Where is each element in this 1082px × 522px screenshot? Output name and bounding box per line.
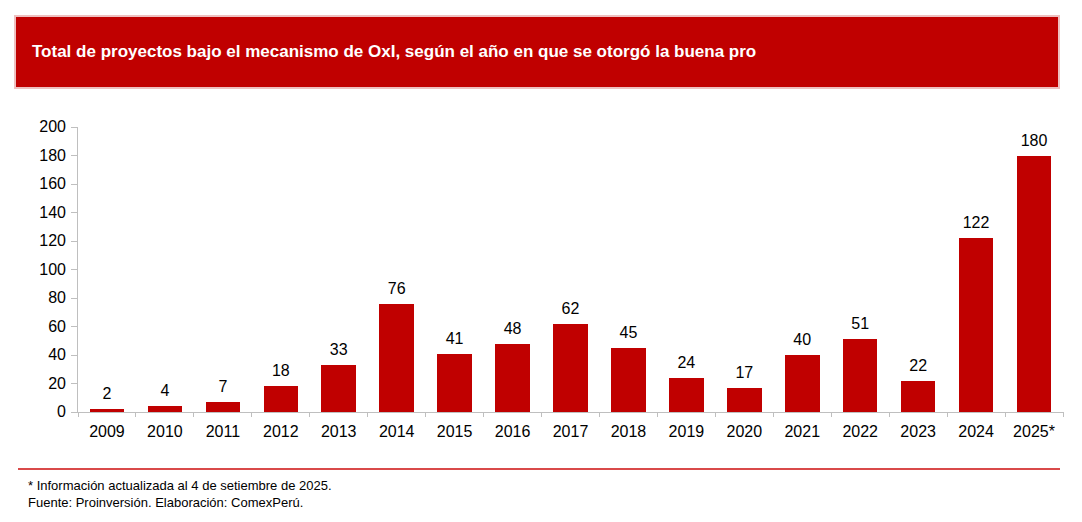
chart-title: Total de proyectos bajo el mecanismo de …: [16, 42, 756, 62]
bar-value-label: 41: [426, 330, 484, 348]
bar: [959, 238, 994, 412]
x-axis-category-label: 2013: [310, 423, 368, 441]
x-axis-tick: [1005, 412, 1006, 417]
x-axis-category-label: 2024: [947, 423, 1005, 441]
x-axis-tick: [889, 412, 890, 417]
footer-divider: [18, 468, 1060, 470]
bar-value-label: 76: [368, 280, 426, 298]
bar: [206, 402, 241, 412]
x-axis-tick: [947, 412, 948, 417]
bar-value-label: 122: [947, 214, 1005, 232]
x-axis-category-label: 2010: [136, 423, 194, 441]
y-axis-tick: [71, 298, 77, 299]
footnote-updated: * Información actualizada al 4 de setiem…: [28, 477, 332, 494]
x-axis-tick: [599, 412, 600, 417]
bar-value-label: 180: [1005, 132, 1063, 150]
bar-value-label: 33: [310, 341, 368, 359]
x-axis-tick: [78, 412, 79, 417]
x-axis-category-label: 2020: [715, 423, 773, 441]
y-axis-label: 120: [39, 232, 66, 250]
bar-value-label: 62: [542, 300, 600, 318]
x-axis-category-label: 2009: [78, 423, 136, 441]
y-axis-tick: [71, 269, 77, 270]
bar-value-label: 40: [773, 331, 831, 349]
bar: [90, 409, 125, 412]
bar-value-label: 22: [889, 357, 947, 375]
x-axis-tick: [657, 412, 658, 417]
source-line: Fuente: Proinversión. Elaboración: Comex…: [28, 494, 332, 511]
y-axis-tick: [71, 212, 77, 213]
x-axis-category-label: 2021: [773, 423, 831, 441]
bar-value-label: 17: [715, 364, 773, 382]
bar: [148, 406, 183, 412]
x-axis-tick: [773, 412, 774, 417]
x-axis-tick: [309, 412, 310, 417]
y-axis-tick: [71, 383, 77, 384]
x-axis-category-label: 2019: [657, 423, 715, 441]
bar: [901, 381, 936, 412]
x-axis-tick: [135, 412, 136, 417]
bar: [437, 354, 472, 412]
bar: [495, 344, 530, 412]
x-axis-tick: [1063, 412, 1064, 417]
y-axis-tick: [71, 412, 77, 413]
chart-title-banner: Total de proyectos bajo el mecanismo de …: [14, 15, 1060, 89]
bar-value-label: 18: [252, 362, 310, 380]
x-axis-category-label: 2016: [484, 423, 542, 441]
bar: [321, 365, 356, 412]
y-axis-label: 40: [48, 346, 66, 364]
y-axis-label: 100: [39, 261, 66, 279]
bar: [264, 386, 299, 412]
bar-value-label: 24: [657, 354, 715, 372]
x-axis-tick: [541, 412, 542, 417]
y-axis-tick: [71, 355, 77, 356]
bar-value-label: 4: [136, 382, 194, 400]
x-axis-category-label: 2014: [368, 423, 426, 441]
x-axis-tick: [483, 412, 484, 417]
plot-area: 0204060801001201401601802002200942010720…: [77, 127, 1063, 413]
x-axis-category-label: 2017: [542, 423, 600, 441]
y-axis-label: 0: [57, 403, 66, 421]
y-axis-label: 20: [48, 375, 66, 393]
x-axis-tick: [425, 412, 426, 417]
bar: [611, 348, 646, 412]
y-axis-tick: [71, 326, 77, 327]
bar: [553, 324, 588, 412]
bar: [1017, 156, 1052, 413]
y-axis-label: 60: [48, 318, 66, 336]
y-axis-tick: [71, 184, 77, 185]
footer-notes: * Información actualizada al 4 de setiem…: [28, 477, 332, 511]
x-axis-category-label: 2012: [252, 423, 310, 441]
x-axis-tick: [251, 412, 252, 417]
y-axis-label: 200: [39, 118, 66, 136]
bar: [669, 378, 704, 412]
x-axis-category-label: 2018: [599, 423, 657, 441]
chart-screenshot: Total de proyectos bajo el mecanismo de …: [0, 0, 1082, 522]
y-axis-label: 140: [39, 204, 66, 222]
bar: [785, 355, 820, 412]
x-axis-tick: [193, 412, 194, 417]
x-axis-category-label: 2011: [194, 423, 252, 441]
y-axis-label: 160: [39, 175, 66, 193]
y-axis-tick: [71, 127, 77, 128]
bar-value-label: 7: [194, 378, 252, 396]
x-axis-tick: [715, 412, 716, 417]
bar-value-label: 48: [484, 320, 542, 338]
x-axis-tick: [831, 412, 832, 417]
y-axis-label: 180: [39, 147, 66, 165]
bar: [379, 304, 414, 412]
bar-value-label: 51: [831, 315, 889, 333]
x-axis-category-label: 2023: [889, 423, 947, 441]
y-axis-tick: [71, 155, 77, 156]
bar: [727, 388, 762, 412]
bar-value-label: 45: [599, 324, 657, 342]
bar-value-label: 2: [78, 385, 136, 403]
y-axis-tick: [71, 241, 77, 242]
x-axis-tick: [367, 412, 368, 417]
x-axis-category-label: 2022: [831, 423, 889, 441]
x-axis-category-label: 2025*: [1005, 423, 1063, 441]
y-axis-label: 80: [48, 289, 66, 307]
x-axis-category-label: 2015: [426, 423, 484, 441]
bar: [843, 339, 878, 412]
